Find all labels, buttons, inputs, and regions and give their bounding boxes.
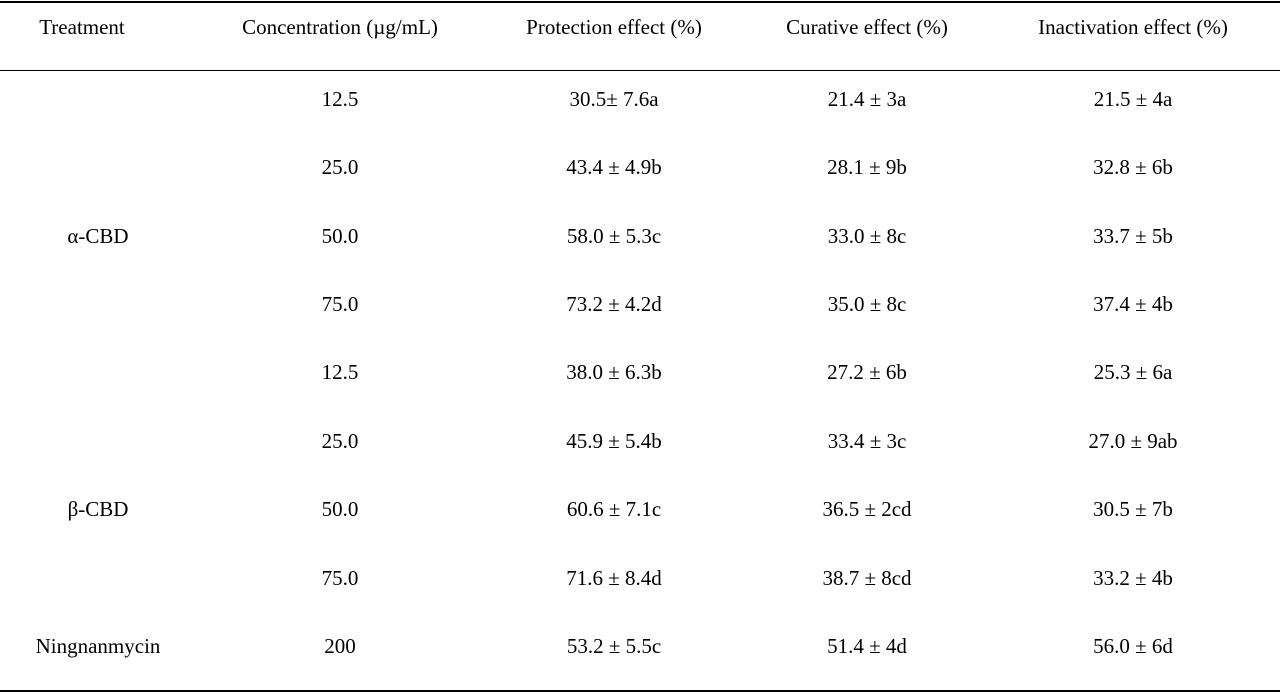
header-inactivation: Inactivation effect (%) [1038, 15, 1228, 39]
cell-concentration: 25.0 [321, 155, 359, 179]
table-top-rule [0, 1, 1280, 3]
cell-curative: 21.4 ± 3a [827, 87, 907, 111]
cell-curative: 33.4 ± 3c [827, 429, 907, 453]
cell-concentration: 50.0 [321, 224, 359, 248]
table-bottom-rule [0, 690, 1280, 692]
cell-inactivation: 21.5 ± 4a [1093, 87, 1173, 111]
cell-curative: 38.7 ± 8cd [822, 566, 912, 590]
cell-protection: 73.2 ± 4.2d [566, 292, 662, 316]
cell-inactivation: 32.8 ± 6b [1093, 155, 1173, 179]
cell-curative: 35.0 ± 8c [827, 292, 907, 316]
table-header-rule [0, 70, 1280, 71]
cell-protection: 30.5± 7.6a [569, 87, 659, 111]
treatment-label-ningnanmycin: Ningnanmycin [35, 634, 161, 658]
cell-protection: 58.0 ± 5.3c [566, 224, 662, 248]
cell-protection: 45.9 ± 5.4b [566, 429, 662, 453]
cell-concentration: 75.0 [321, 292, 359, 316]
cell-concentration: 12.5 [321, 360, 359, 384]
cell-concentration: 50.0 [321, 497, 359, 521]
cell-curative: 36.5 ± 2cd [822, 497, 912, 521]
cell-concentration: 75.0 [321, 566, 359, 590]
cell-protection: 60.6 ± 7.1c [566, 497, 662, 521]
cell-concentration: 12.5 [321, 87, 359, 111]
cell-inactivation: 37.4 ± 4b [1093, 292, 1173, 316]
header-curative: Curative effect (%) [786, 15, 948, 39]
treatment-label-beta-cbd: β-CBD [67, 497, 129, 521]
treatment-label-alpha-cbd: α-CBD [67, 224, 129, 248]
header-concentration: Concentration (µg/mL) [242, 15, 438, 39]
cell-inactivation: 30.5 ± 7b [1093, 497, 1173, 521]
cell-concentration: 25.0 [321, 429, 359, 453]
cell-inactivation: 33.7 ± 5b [1093, 224, 1173, 248]
cell-inactivation: 25.3 ± 6a [1093, 360, 1173, 384]
header-treatment: Treatment [39, 15, 125, 39]
cell-curative: 28.1 ± 9b [827, 155, 907, 179]
cell-curative: 51.4 ± 4d [827, 634, 907, 658]
header-protection: Protection effect (%) [526, 15, 702, 39]
cell-inactivation: 27.0 ± 9ab [1088, 429, 1178, 453]
cell-protection: 38.0 ± 6.3b [566, 360, 662, 384]
cell-protection: 71.6 ± 8.4d [566, 566, 662, 590]
cell-concentration: 200 [324, 634, 356, 658]
cell-inactivation: 56.0 ± 6d [1093, 634, 1173, 658]
cell-inactivation: 33.2 ± 4b [1093, 566, 1173, 590]
cell-curative: 27.2 ± 6b [827, 360, 907, 384]
cell-curative: 33.0 ± 8c [827, 224, 907, 248]
cell-protection: 43.4 ± 4.9b [566, 155, 662, 179]
cell-protection: 53.2 ± 5.5c [566, 634, 662, 658]
